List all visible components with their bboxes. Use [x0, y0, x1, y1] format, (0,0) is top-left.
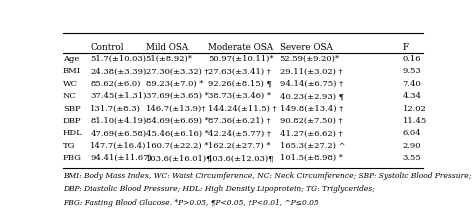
- Text: 89.23(±7.0) *: 89.23(±7.0) *: [146, 80, 203, 88]
- Text: 2.90: 2.90: [403, 142, 421, 150]
- Text: 4.34: 4.34: [403, 92, 422, 100]
- Text: 144.24(±11.5) †: 144.24(±11.5) †: [208, 105, 277, 113]
- Text: 146.7(±13.9)†: 146.7(±13.9)†: [146, 105, 206, 113]
- Text: FBG: FBG: [63, 154, 82, 162]
- Text: 160.7(±22.2) *: 160.7(±22.2) *: [146, 142, 208, 150]
- Text: BMI: BMI: [63, 68, 81, 76]
- Text: 81.10(±4.19): 81.10(±4.19): [91, 117, 147, 125]
- Text: 94.14(±6.75) †: 94.14(±6.75) †: [280, 80, 343, 88]
- Text: Control: Control: [91, 43, 124, 52]
- Text: BMI: Body Mass Index, WC: Waist Circumference, NC: Neck Circumference; SBP: Syst: BMI: Body Mass Index, WC: Waist Circumfe…: [63, 172, 471, 180]
- Text: 149.8(±13.4) †: 149.8(±13.4) †: [280, 105, 343, 113]
- Text: NC: NC: [63, 92, 77, 100]
- Text: 90.82(±7.50) †: 90.82(±7.50) †: [280, 117, 342, 125]
- Text: DBP: Diastolic Blood Pressure; HDL: High Density Lipoprotein; TG: Triglycerides;: DBP: Diastolic Blood Pressure; HDL: High…: [63, 185, 374, 193]
- Text: 103.6(±16.01)¶: 103.6(±16.01)¶: [146, 154, 212, 162]
- Text: HDL: HDL: [63, 130, 82, 138]
- Text: 147.7(±16.4): 147.7(±16.4): [91, 142, 147, 150]
- Text: Severe OSA: Severe OSA: [280, 43, 333, 52]
- Text: DBP: DBP: [63, 117, 82, 125]
- Text: 37.45(±1.31): 37.45(±1.31): [91, 92, 147, 100]
- Text: 27.63(±3.41) †: 27.63(±3.41) †: [208, 68, 271, 76]
- Text: 27.30(±3.32) †: 27.30(±3.32) †: [146, 68, 208, 76]
- Text: 37.69(±3.65) *: 37.69(±3.65) *: [146, 92, 209, 100]
- Text: 40.23(±2.93) ¶: 40.23(±2.93) ¶: [280, 92, 344, 100]
- Text: 101.5(±8.98) *: 101.5(±8.98) *: [280, 154, 343, 162]
- Text: Moderate OSA: Moderate OSA: [208, 43, 273, 52]
- Text: 38.73(±3.46) *: 38.73(±3.46) *: [208, 92, 271, 100]
- Text: 87.36(±6.21) †: 87.36(±6.21) †: [208, 117, 271, 125]
- Text: 11.45: 11.45: [403, 117, 427, 125]
- Text: 51(±8.92)*: 51(±8.92)*: [146, 55, 192, 63]
- Text: 162.2(±27.7) *: 162.2(±27.7) *: [208, 142, 271, 150]
- Text: 7.40: 7.40: [403, 80, 421, 88]
- Text: 85.62(±6.0): 85.62(±6.0): [91, 80, 141, 88]
- Text: 29.11(±3.02) †: 29.11(±3.02) †: [280, 68, 342, 76]
- Text: 9.53: 9.53: [403, 68, 421, 76]
- Text: Age: Age: [63, 55, 79, 63]
- Text: 165.3(±27.2) ^: 165.3(±27.2) ^: [280, 142, 345, 150]
- Text: 12.02: 12.02: [403, 105, 427, 113]
- Text: 52.59(±9.20)*: 52.59(±9.20)*: [280, 55, 340, 63]
- Text: Mild OSA: Mild OSA: [146, 43, 188, 52]
- Text: 3.55: 3.55: [403, 154, 421, 162]
- Text: WC: WC: [63, 80, 78, 88]
- Text: 6.04: 6.04: [403, 130, 421, 138]
- Text: 42.24(±5.77) †: 42.24(±5.77) †: [208, 130, 271, 138]
- Text: 84.69(±6.69) *: 84.69(±6.69) *: [146, 117, 209, 125]
- Text: 103.6(±12.03)¶: 103.6(±12.03)¶: [208, 154, 274, 162]
- Text: 41.27(±6.62) †: 41.27(±6.62) †: [280, 130, 342, 138]
- Text: F: F: [403, 43, 409, 52]
- Text: 92.26(±8.15) ¶: 92.26(±8.15) ¶: [208, 80, 272, 88]
- Text: FBG: Fasting Blood Glucose. *P>0.05, ¶P<0.05, †P<0.01, ^P≤0.05: FBG: Fasting Blood Glucose. *P>0.05, ¶P<…: [63, 199, 319, 207]
- Text: 131.7(±8.3): 131.7(±8.3): [91, 105, 141, 113]
- Text: 0.16: 0.16: [403, 55, 421, 63]
- Text: 51.7(±10.03): 51.7(±10.03): [91, 55, 146, 63]
- Text: 50.97(±10.11)*: 50.97(±10.11)*: [208, 55, 273, 63]
- Text: 47.69(±6.58): 47.69(±6.58): [91, 130, 146, 138]
- Text: 45.46(±6.16) *: 45.46(±6.16) *: [146, 130, 209, 138]
- Text: 94.41(±11.67): 94.41(±11.67): [91, 154, 152, 162]
- Text: TG: TG: [63, 142, 75, 150]
- Text: 24.38(±3.39): 24.38(±3.39): [91, 68, 147, 76]
- Text: SBP: SBP: [63, 105, 81, 113]
